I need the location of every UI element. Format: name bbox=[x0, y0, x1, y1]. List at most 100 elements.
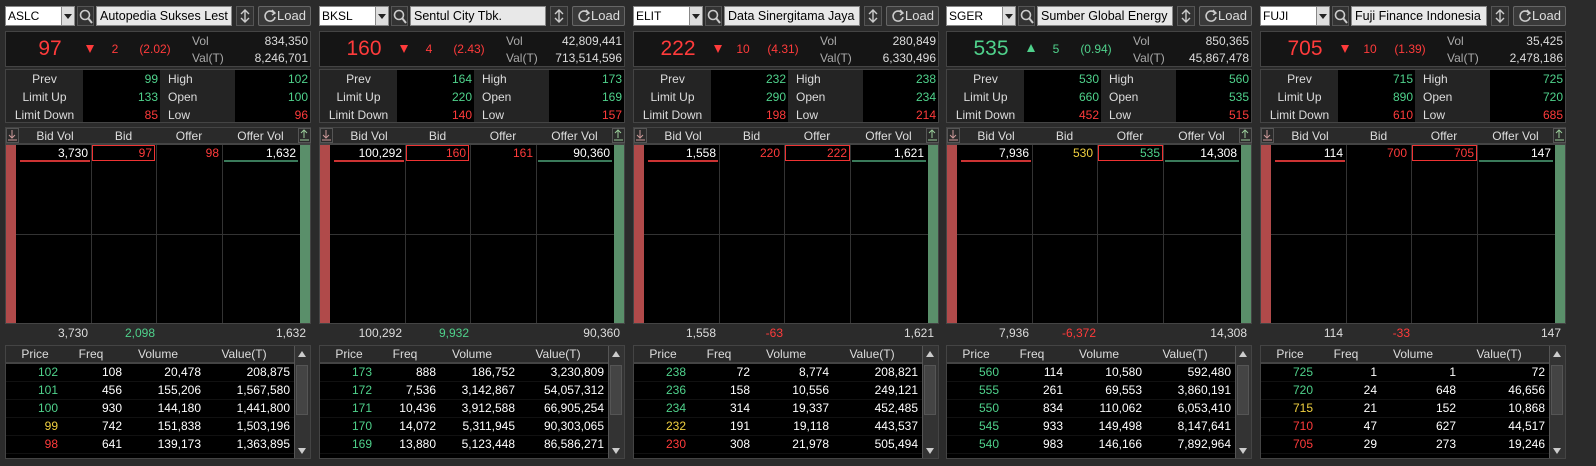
bid-price: 97 bbox=[138, 146, 152, 160]
export-button[interactable] bbox=[926, 128, 939, 143]
stat-label: Low bbox=[168, 108, 191, 122]
offer-vol: 1,621 bbox=[893, 146, 924, 160]
trades-row-line bbox=[1261, 399, 1549, 400]
reorder-button[interactable] bbox=[1491, 6, 1509, 26]
last-price: 535 bbox=[973, 38, 1009, 60]
stat-label: Prev bbox=[32, 72, 57, 86]
export-button[interactable] bbox=[947, 128, 960, 143]
code-input[interactable]: ELIT bbox=[633, 6, 690, 26]
trade-price: 171 bbox=[351, 401, 372, 415]
search-button-icon bbox=[393, 9, 407, 24]
export-button[interactable] bbox=[298, 128, 311, 143]
trade-value: 90,303,065 bbox=[543, 419, 604, 433]
vol-label: Vol bbox=[820, 34, 837, 48]
search-button[interactable] bbox=[705, 6, 722, 26]
dropdown-arrow bbox=[1005, 14, 1013, 19]
reorder-button-icon bbox=[1181, 9, 1191, 23]
direction-arrow bbox=[1341, 45, 1349, 53]
reorder-button[interactable] bbox=[550, 6, 568, 26]
code-text: SGER bbox=[949, 9, 984, 23]
offer-vol: 1,632 bbox=[265, 146, 296, 160]
stats-label-col bbox=[1101, 70, 1176, 122]
trade-freq: 108 bbox=[101, 365, 122, 379]
trade-freq: 13,880 bbox=[399, 437, 436, 451]
book-col-label: Offer bbox=[489, 129, 517, 143]
name-input[interactable]: Autopedia Sukses Lest bbox=[96, 6, 232, 26]
search-button[interactable] bbox=[391, 6, 408, 26]
trade-volume: 3,912,588 bbox=[461, 401, 515, 415]
reorder-button[interactable] bbox=[864, 6, 882, 26]
name-input[interactable]: Sentul City Tbk. bbox=[410, 6, 546, 26]
trades-row-line bbox=[634, 453, 922, 454]
name-text: Data Sinergitama Jaya bbox=[728, 9, 855, 23]
name-input[interactable]: Sumber Global Energy bbox=[1037, 6, 1173, 26]
stat-value: 610 bbox=[1392, 108, 1413, 122]
bid-vol-bar bbox=[334, 160, 404, 162]
name-input[interactable]: Data Sinergitama Jaya bbox=[724, 6, 860, 26]
search-button[interactable] bbox=[77, 6, 94, 26]
reorder-button-icon bbox=[868, 9, 878, 23]
stat-value: 685 bbox=[1542, 108, 1563, 122]
code-dropdown[interactable] bbox=[689, 6, 703, 26]
trade-value: 1,503,196 bbox=[236, 419, 290, 433]
code-dropdown[interactable] bbox=[61, 6, 75, 26]
bid-price: 220 bbox=[759, 146, 780, 160]
book-col-label: Offer Vol bbox=[551, 129, 598, 143]
code-dropdown[interactable] bbox=[375, 6, 389, 26]
trade-volume: 149,498 bbox=[1098, 419, 1142, 433]
reorder-button[interactable] bbox=[236, 6, 254, 26]
trade-value: 46,656 bbox=[1508, 383, 1545, 397]
trades-row-line bbox=[947, 381, 1235, 382]
load-button[interactable]: Load bbox=[1513, 6, 1566, 26]
export-button[interactable] bbox=[6, 128, 19, 143]
dropdown-arrow bbox=[1319, 14, 1327, 19]
trade-price: 170 bbox=[351, 419, 372, 433]
book-grid-line bbox=[1271, 234, 1555, 235]
code-input[interactable]: SGER bbox=[946, 6, 1003, 26]
trade-value: 19,246 bbox=[1508, 437, 1545, 451]
export-button[interactable] bbox=[634, 128, 647, 143]
search-button[interactable] bbox=[1332, 6, 1349, 26]
load-button[interactable]: Load bbox=[886, 6, 939, 26]
code-input[interactable]: FUJI bbox=[1260, 6, 1317, 26]
export-button[interactable] bbox=[1261, 128, 1274, 143]
stat-label: Open bbox=[1423, 90, 1453, 104]
change-pct: (2.43) bbox=[453, 42, 485, 56]
trade-price: 173 bbox=[351, 365, 372, 379]
stat-label: Limit Down bbox=[1269, 108, 1330, 122]
trades-row-line bbox=[634, 417, 922, 418]
stat-value: 220 bbox=[451, 90, 472, 104]
stat-value: 452 bbox=[1078, 108, 1099, 122]
export-button[interactable] bbox=[1239, 128, 1252, 143]
code-input[interactable]: ASLC bbox=[5, 6, 62, 26]
load-button[interactable]: Load bbox=[1199, 6, 1252, 26]
name-input[interactable]: Fuji Finance Indonesia bbox=[1351, 6, 1487, 26]
val-value: 8,246,701 bbox=[254, 51, 308, 65]
export-button[interactable] bbox=[1553, 128, 1566, 143]
book-col-label: Offer Vol bbox=[865, 129, 912, 143]
val-value: 2,478,186 bbox=[1509, 51, 1563, 65]
trade-price: 101 bbox=[37, 383, 58, 397]
code-dropdown[interactable] bbox=[1316, 6, 1330, 26]
trades-row-line bbox=[947, 453, 1235, 454]
reorder-button[interactable] bbox=[1177, 6, 1195, 26]
trade-freq: 930 bbox=[101, 401, 122, 415]
trades-col-label: Value(T) bbox=[221, 347, 267, 361]
val-label: Val(T) bbox=[506, 51, 538, 65]
export-button-icon bbox=[614, 129, 623, 141]
trade-value: 44,517 bbox=[1508, 419, 1545, 433]
code-dropdown[interactable] bbox=[1002, 6, 1016, 26]
stat-value: 96 bbox=[294, 108, 308, 122]
trade-volume: 19,118 bbox=[793, 419, 829, 433]
search-button[interactable] bbox=[1018, 6, 1035, 26]
code-input[interactable]: BKSL bbox=[319, 6, 376, 26]
trade-freq: 114 bbox=[1043, 365, 1063, 379]
direction-arrow bbox=[714, 45, 722, 53]
offer-price: 222 bbox=[826, 146, 847, 160]
export-button[interactable] bbox=[612, 128, 625, 143]
load-button[interactable]: Load bbox=[258, 6, 311, 26]
stat-value: 173 bbox=[601, 72, 622, 86]
export-button[interactable] bbox=[320, 128, 333, 143]
load-button[interactable]: Load bbox=[572, 6, 625, 26]
